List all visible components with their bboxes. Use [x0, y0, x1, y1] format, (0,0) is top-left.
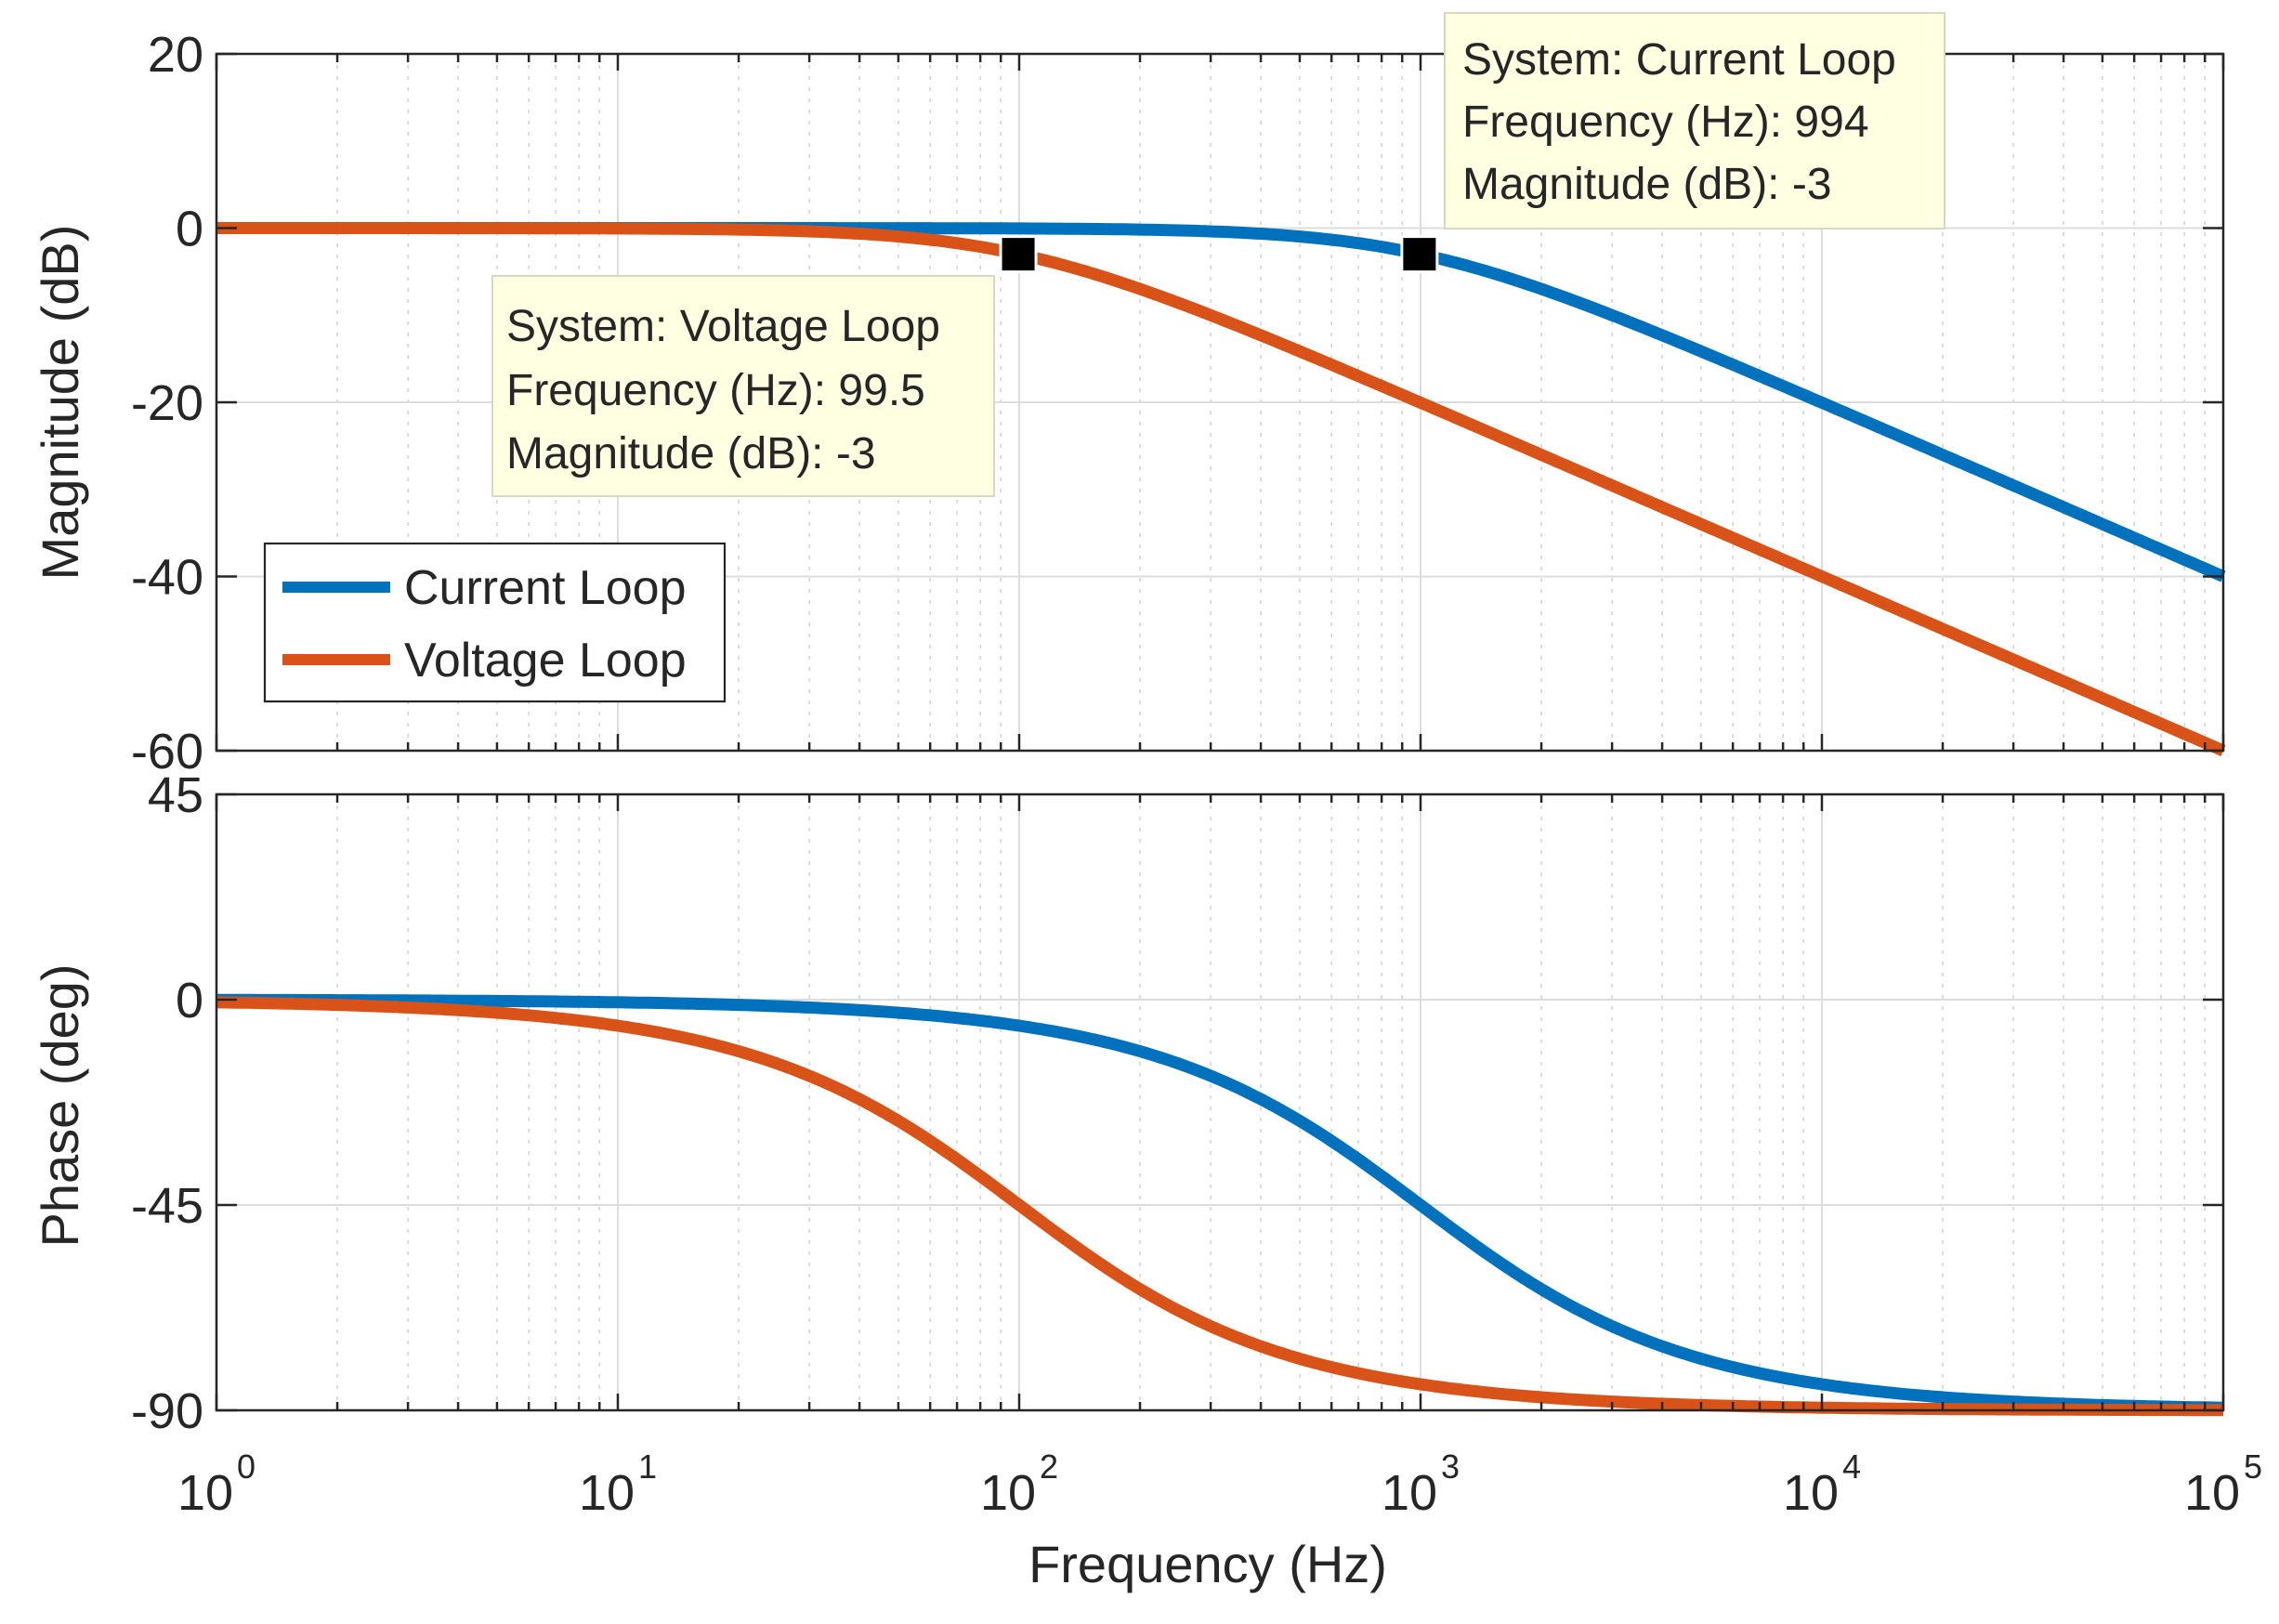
phase-line-voltage-loop — [215, 996, 2225, 1417]
datatip-marker-current-loop[interactable] — [1400, 235, 1439, 274]
x-tick-label: 10 — [1783, 1465, 1839, 1521]
x-tick-label-exponent: 0 — [237, 1447, 255, 1486]
phase-axes-background — [216, 794, 2223, 1410]
x-tick-label: 10 — [1382, 1465, 1437, 1521]
x-tick-label-exponent: 2 — [1040, 1447, 1058, 1486]
datatip-current-loop[interactable]: System: Current Loop Frequency (Hz): 994… — [1444, 12, 1945, 229]
x-tick-label: 10 — [980, 1465, 1036, 1521]
x-tick-label-exponent: 5 — [2244, 1447, 2262, 1486]
magnitude-lines — [215, 222, 2226, 756]
magnitude-y-tick-label: -40 — [131, 550, 203, 606]
legend: Current Loop Voltage Loop — [263, 542, 727, 703]
x-axis-title: Frequency (Hz) — [1028, 1535, 1387, 1593]
datatip-current-loop-system: System: Current Loop — [1462, 35, 1896, 85]
datatip-current-loop-frequency: Frequency (Hz): 994 — [1462, 98, 1869, 147]
legend-label-current-loop: Current Loop — [404, 561, 687, 615]
phase-axis-title: Phase (deg) — [31, 963, 89, 1247]
datatip-voltage-loop-magnitude: Magnitude (dB): -3 — [506, 429, 876, 478]
phase-panel: 45 0 -45 -90 Phase (deg) — [31, 767, 2225, 1439]
magnitude-y-tick-label: -60 — [131, 724, 203, 779]
datatip-marker-voltage-loop[interactable] — [999, 235, 1038, 274]
phase-grid — [216, 793, 2224, 1411]
phase-y-tick-label: -90 — [131, 1383, 203, 1439]
legend-box — [263, 542, 727, 703]
datatip-markers — [999, 235, 1439, 274]
phase-y-tick-label: 45 — [148, 767, 203, 823]
phase-y-tick-label: 0 — [176, 973, 203, 1028]
phase-axes-box — [215, 792, 2225, 1412]
phase-y-tick-label: -45 — [131, 1178, 203, 1234]
datatip-voltage-loop-box — [491, 275, 995, 497]
x-tick-label-exponent: 3 — [1441, 1447, 1460, 1486]
magnitude-y-tick-label: 20 — [148, 27, 203, 83]
magnitude-y-tick-label: -20 — [131, 375, 203, 431]
datatip-voltage-loop-frequency: Frequency (Hz): 99.5 — [506, 366, 925, 415]
magnitude-line-voltage-loop — [215, 222, 2226, 756]
phase-lines — [215, 993, 2225, 1417]
magnitude-y-tick-label: 0 — [176, 202, 203, 257]
phase-line-current-loop — [215, 993, 2225, 1414]
datatip-current-loop-magnitude: Magnitude (dB): -3 — [1462, 160, 1832, 209]
magnitude-axis-title: Magnitude (dB) — [31, 225, 89, 581]
x-tick-labels: 10 0 10 1 10 2 10 3 10 4 10 5 — [177, 1447, 2262, 1521]
phase-ticks: 45 0 -45 -90 — [131, 767, 2225, 1439]
magnitude-ticks: 20 0 -20 -40 -60 — [131, 27, 2225, 779]
x-tick-label: 10 — [579, 1465, 635, 1521]
datatip-voltage-loop-system: System: Voltage Loop — [506, 302, 940, 351]
legend-label-voltage-loop: Voltage Loop — [404, 634, 687, 688]
x-tick-label: 10 — [177, 1465, 233, 1521]
datatip-voltage-loop[interactable]: System: Voltage Loop Frequency (Hz): 99.… — [491, 275, 995, 497]
x-tick-label-exponent: 1 — [638, 1447, 657, 1486]
x-tick-label-exponent: 4 — [1842, 1447, 1861, 1486]
datatip-current-loop-box — [1444, 12, 1945, 229]
x-tick-label: 10 — [2184, 1465, 2240, 1521]
